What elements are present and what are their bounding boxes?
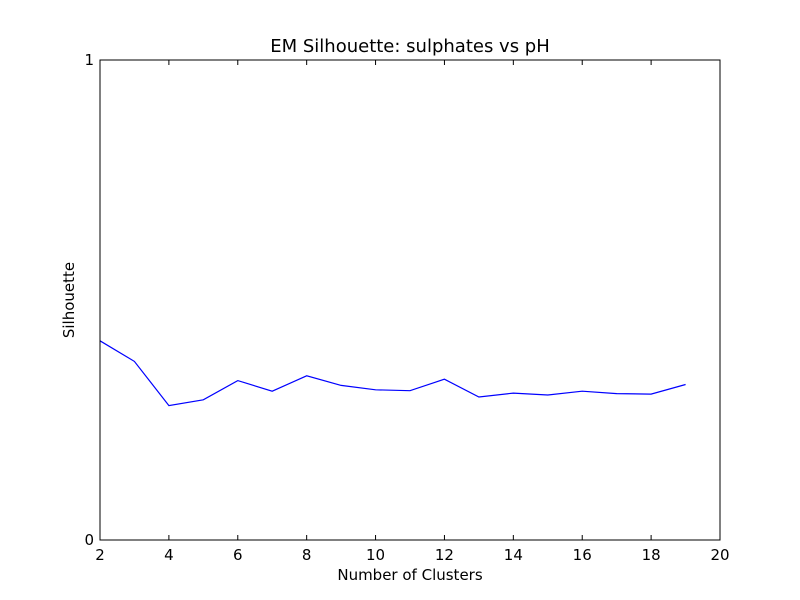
chart-title: EM Silhouette: sulphates vs pH (270, 36, 550, 57)
y-axis-label: Silhouette (60, 262, 78, 338)
plot-frame (99, 59, 721, 541)
x-axis-label: Number of Clusters (337, 566, 482, 584)
y-tick-label: 0 (84, 531, 94, 549)
x-tick-label: 2 (95, 546, 105, 564)
x-tick-label: 8 (302, 546, 312, 564)
series-line (99, 340, 686, 407)
axis-ticks: 2 4 6 8 10 12 14 16 18 20 0 1 (84, 51, 729, 564)
x-tick-label: 4 (164, 546, 174, 564)
x-tick-label: 6 (233, 546, 243, 564)
plot-area (100, 60, 720, 540)
series-layer (99, 340, 686, 407)
x-tick-label: 12 (435, 546, 454, 564)
y-tick-label: 1 (84, 51, 94, 69)
x-tick-label: 18 (642, 546, 661, 564)
x-tick-label: 16 (573, 546, 592, 564)
x-tick-label: 10 (366, 546, 385, 564)
x-tick-label: 14 (504, 546, 523, 564)
x-tick-label: 20 (710, 546, 729, 564)
